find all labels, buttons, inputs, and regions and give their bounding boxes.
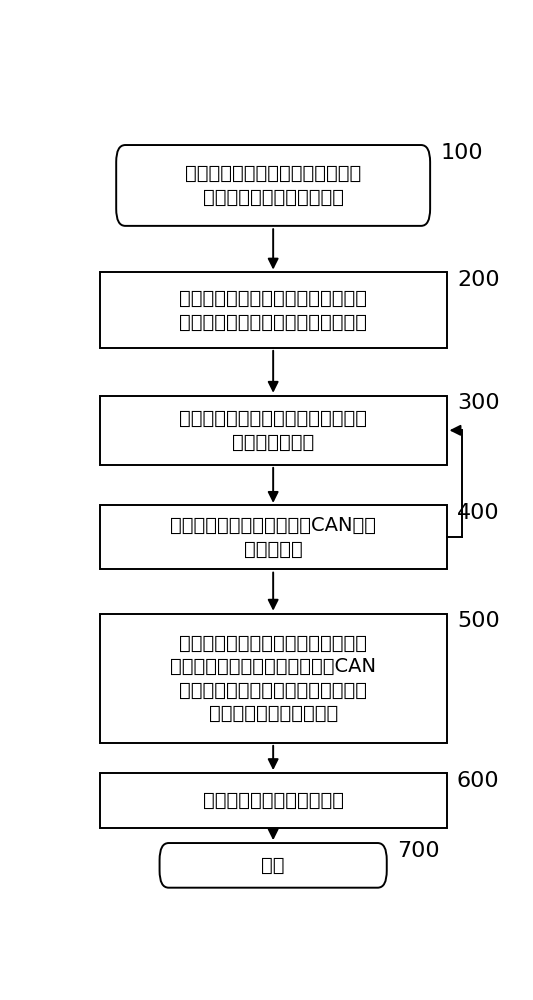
Text: 开始，设备加电自检，主机、各电
路、运算器、存储器初始化: 开始，设备加电自检，主机、各电 路、运算器、存储器初始化 <box>185 164 361 207</box>
Bar <box>100 396 447 465</box>
Bar <box>100 505 447 569</box>
Bar <box>100 272 447 348</box>
Text: 结束: 结束 <box>261 856 285 875</box>
Bar <box>100 614 447 743</box>
Text: 200: 200 <box>457 270 499 290</box>
Text: 主机根据内置策略形成故障类型，根
据相应阈値确认故障发生，通过CAN
总线输出相应控制信号，控制发电机
组相应执行机构相应动作: 主机根据内置策略形成故障类型，根 据相应阈値确认故障发生，通过CAN 总线输出相… <box>170 634 376 723</box>
Text: 700: 700 <box>397 841 440 861</box>
Text: 100: 100 <box>440 143 483 163</box>
Text: 600: 600 <box>457 771 499 791</box>
Text: 300: 300 <box>457 393 499 413</box>
Text: 主机供电指令，完成供电模式选择，
切换至市电供电或启动发电机组供电: 主机供电指令，完成供电模式选择， 切换至市电供电或启动发电机组供电 <box>179 289 367 331</box>
FancyBboxPatch shape <box>159 843 387 888</box>
Text: 主机指令控制停止发电机组: 主机指令控制停止发电机组 <box>203 791 344 810</box>
Bar <box>100 773 447 828</box>
Text: 400: 400 <box>457 503 499 523</box>
Text: 500: 500 <box>457 611 500 631</box>
FancyBboxPatch shape <box>116 145 430 226</box>
Text: 将采集数据调理后封装通过CAN总线
上传至主机: 将采集数据调理后封装通过CAN总线 上传至主机 <box>170 516 376 559</box>
Text: 启动监测模式，采集发电机组工况时
的主要运行参数: 启动监测模式，采集发电机组工况时 的主要运行参数 <box>179 409 367 452</box>
